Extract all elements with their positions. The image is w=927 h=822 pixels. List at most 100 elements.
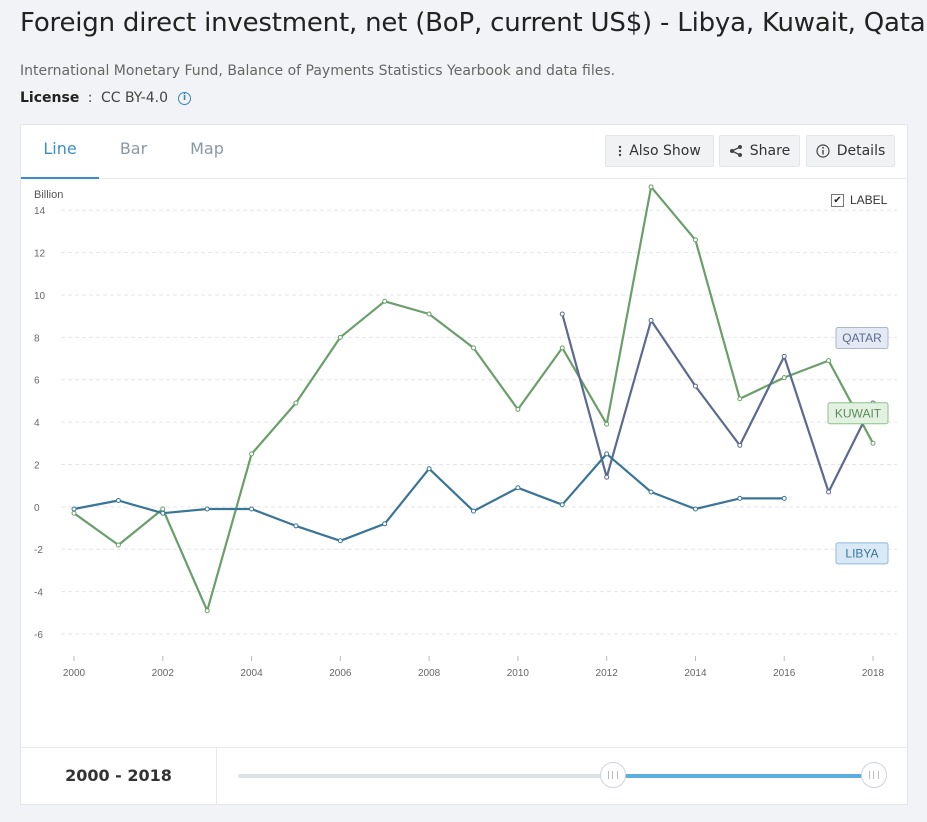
- series-label-box: [827, 402, 889, 425]
- series-label-box: [835, 542, 889, 565]
- data-point-libya[interactable]: [382, 521, 388, 527]
- y-tick-label: 0: [34, 503, 40, 514]
- data-point-qatar[interactable]: [737, 442, 743, 448]
- data-point-libya[interactable]: [204, 506, 210, 512]
- range-start-handle[interactable]: [600, 762, 627, 788]
- series-line-kuwait[interactable]: [73, 185, 874, 612]
- data-point-libya[interactable]: [515, 485, 521, 491]
- data-point-kuwait[interactable]: [115, 542, 121, 548]
- range-slider-fill: [613, 774, 874, 778]
- y-tick-label: -4: [34, 588, 43, 599]
- page-title: Foreign direct investment, net (BoP, cur…: [20, 8, 927, 38]
- data-point-kuwait[interactable]: [648, 184, 654, 190]
- data-point-qatar[interactable]: [559, 311, 565, 317]
- data-point-libya[interactable]: [293, 523, 299, 529]
- x-tick-label: 2016: [773, 668, 796, 679]
- share-label: Share: [749, 143, 791, 159]
- tab-map[interactable]: Map: [190, 139, 224, 158]
- label-toggle[interactable]: ✔ LABEL: [831, 193, 887, 207]
- grip-icon: [869, 771, 879, 779]
- data-point-kuwait[interactable]: [826, 358, 832, 364]
- data-point-kuwait[interactable]: [471, 345, 476, 351]
- y-tick-label: -2: [34, 545, 43, 556]
- data-point-qatar[interactable]: [604, 474, 610, 480]
- x-tick-label: 2004: [240, 668, 263, 679]
- data-point-libya[interactable]: [160, 510, 166, 516]
- y-axis-title: Billion: [34, 189, 63, 201]
- range-label: 2000 - 2018: [21, 748, 217, 805]
- y-tick-label: 6: [34, 376, 40, 387]
- license-value[interactable]: CC BY-4.0: [100, 90, 168, 106]
- grip-icon: [608, 771, 619, 779]
- also-show-button[interactable]: Also Show: [605, 135, 714, 167]
- data-point-kuwait[interactable]: [426, 311, 432, 317]
- source-note: International Monetary Fund, Balance of …: [20, 63, 616, 79]
- x-tick-label: 2002: [152, 668, 175, 679]
- data-point-kuwait[interactable]: [515, 406, 521, 412]
- data-point-qatar[interactable]: [826, 489, 832, 495]
- range-slider-track[interactable]: [238, 774, 874, 778]
- y-tick-label: 12: [34, 249, 46, 260]
- range-footer: 2000 - 2018: [21, 747, 907, 805]
- series-label-kuwait: KUWAIT: [835, 406, 882, 420]
- details-button[interactable]: Details: [806, 135, 895, 167]
- data-point-libya[interactable]: [471, 508, 476, 514]
- y-tick-label: 8: [34, 333, 40, 344]
- details-label: Details: [836, 143, 886, 159]
- data-point-kuwait[interactable]: [382, 298, 388, 304]
- share-button[interactable]: Share: [719, 135, 800, 167]
- data-point-kuwait[interactable]: [249, 451, 255, 457]
- label-checkbox[interactable]: ✔: [831, 193, 844, 207]
- tab-bar[interactable]: Bar: [119, 139, 148, 158]
- data-point-kuwait[interactable]: [160, 506, 166, 512]
- line-chart: Billion -6 -4 -2 0 2 4 6 8 10 12 14 2000 2002 2004 2006…: [34, 184, 897, 679]
- data-point-kuwait[interactable]: [204, 608, 210, 614]
- data-point-kuwait[interactable]: [71, 510, 77, 516]
- data-point-libya[interactable]: [604, 451, 610, 457]
- data-point-libya[interactable]: [737, 495, 743, 501]
- series-line-qatar[interactable]: [561, 313, 874, 494]
- label-toggle-text: LABEL: [850, 193, 888, 207]
- data-point-kuwait[interactable]: [293, 400, 299, 406]
- data-point-libya[interactable]: [426, 466, 432, 472]
- data-point-libya[interactable]: [337, 538, 343, 544]
- range-end-handle[interactable]: [861, 762, 887, 788]
- y-tick-label: -6: [34, 630, 43, 641]
- data-point-libya[interactable]: [249, 506, 255, 512]
- x-tick-label: 2000: [63, 668, 86, 679]
- data-point-qatar[interactable]: [648, 317, 654, 323]
- y-tick-label: 14: [34, 206, 46, 217]
- data-point-kuwait[interactable]: [692, 237, 698, 243]
- x-tick-label: 2008: [418, 668, 441, 679]
- data-point-libya[interactable]: [692, 506, 698, 512]
- data-point-kuwait[interactable]: [337, 334, 343, 340]
- series-label-box: [835, 327, 889, 350]
- more-vertical-icon: [619, 145, 622, 157]
- view-tabs: Line Bar Map Also Show Share Details: [21, 125, 907, 179]
- license-label: License: [20, 90, 80, 106]
- y-tick-label: 2: [34, 460, 40, 471]
- series-label-libya: LIBYA: [845, 546, 878, 560]
- x-tick-label: 2014: [684, 668, 707, 679]
- data-point-libya[interactable]: [71, 506, 77, 512]
- data-point-kuwait[interactable]: [737, 396, 743, 402]
- data-point-kuwait[interactable]: [559, 345, 565, 351]
- license-line: License : CC BY-4.0 i: [20, 90, 191, 106]
- info-circle-icon: [816, 144, 830, 158]
- x-tick-label: 2010: [507, 668, 530, 679]
- y-tick-label: 10: [34, 291, 46, 302]
- data-point-libya[interactable]: [781, 495, 787, 501]
- data-point-libya[interactable]: [559, 502, 565, 508]
- info-icon[interactable]: i: [177, 91, 191, 105]
- data-point-qatar[interactable]: [781, 353, 787, 359]
- data-point-libya[interactable]: [115, 498, 121, 503]
- data-point-kuwait[interactable]: [604, 421, 610, 427]
- y-tick-label: 4: [34, 418, 40, 429]
- tab-line[interactable]: Line: [21, 125, 99, 179]
- also-show-label: Also Show: [629, 143, 701, 159]
- x-tick-label: 2018: [862, 668, 885, 679]
- data-point-kuwait[interactable]: [870, 440, 876, 446]
- data-point-libya[interactable]: [648, 489, 654, 495]
- data-point-kuwait[interactable]: [781, 375, 787, 381]
- data-point-qatar[interactable]: [692, 383, 698, 389]
